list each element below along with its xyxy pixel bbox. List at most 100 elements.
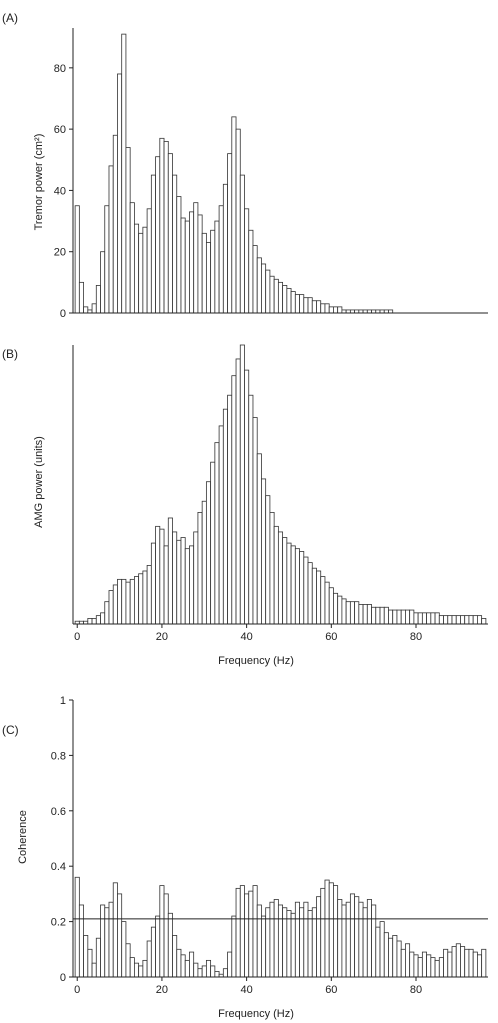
panel-b-bar [451,615,457,625]
panel-b-bar [104,601,110,625]
panel-a-bar [337,306,343,314]
panel-b-bar [252,417,258,625]
panel-b-bar [303,556,309,625]
panel-c-bar [400,948,406,978]
panel-b-x-tick-label: 80 [410,631,422,643]
panel-c-bar [112,882,118,978]
panel-b-bar [273,525,279,625]
panel-a-bar [261,263,267,314]
panel-c-x-tick-label: 20 [156,984,168,996]
panel-a-y-tick-label: 20 [54,247,66,259]
panel-b-bar [201,500,207,625]
panel-b-bar [193,531,199,625]
panel-c-bar [104,907,110,978]
panel-c-bar [176,948,182,978]
panel-a-bar [83,306,89,314]
panel-a-bar [235,128,241,314]
panel-c-bar [447,951,453,978]
panel-b-bar [413,612,419,625]
panel-c-bar [78,904,84,978]
panel-b-bar [269,512,275,625]
panel-c-bar [91,962,97,978]
panel-c-bar [316,896,322,978]
panel-c-bar [430,957,436,978]
panel-b-bar [167,517,173,625]
panel-c-bar [366,899,372,978]
panel-c-bar [481,948,487,978]
panel-c-bar [74,876,80,978]
panel-b-bar [159,528,165,625]
panel-a-bar [159,137,165,314]
panel-c-y-tick-label: 1 [60,695,66,707]
panel-c-bar [273,899,279,978]
panel-b-bar [117,578,123,625]
panel-b-bar [222,408,228,625]
panel-a-y-tick-label: 80 [54,63,66,75]
panel-a-bar [299,294,305,314]
panel-b-bar [375,606,381,625]
panel-b-bar [299,551,305,625]
panel-b-bar [133,576,140,625]
panel-a-bar [184,220,190,314]
panel-a-bar [222,183,228,314]
panel-a-bar [333,306,339,314]
panel-b-bar [307,562,313,625]
panel-a-bar [282,285,288,314]
panel-c-bar [405,943,411,978]
panel-b-bar [210,461,216,625]
panel-b-bar [405,609,411,625]
panel-a-bar [125,147,131,314]
panel-b-bar [138,573,144,625]
panel-a: (A) Tremor power (cm²) 0 20 40 60 80 [2,11,488,320]
panel-b-bar [477,615,483,625]
panel-b-bar [349,601,355,625]
panel-c-bar [227,951,233,978]
panel-c-bar [438,957,444,978]
panel-c: (C) Coherence Frequency (Hz) 00.20.40.60… [2,695,488,1020]
panel-c-bar [167,912,173,978]
panel-b-bar [481,618,487,625]
panel-c-axes [72,700,488,978]
panel-b-bar [235,358,241,625]
panel-b-bar [430,612,436,625]
panel-c-bar [277,904,284,978]
panel-b-x-tick-label: 40 [240,631,252,643]
panel-c-bar [269,901,275,978]
panel-b-bar [227,394,233,625]
panel-a-bar [273,278,279,314]
panel-b-bar [112,584,118,625]
panel-b-x-tick-label: 60 [325,631,337,643]
panel-a-bar [100,251,106,314]
panel-a-bar [265,269,271,314]
panel-b-bar [464,615,470,625]
panel-b-bar [409,609,415,625]
panel-c-bar [172,935,178,978]
panel-b-bar [142,570,148,625]
panel-c-bar [244,893,250,978]
panel-b-bar [358,604,364,625]
panel-b-bar [125,581,131,625]
panel-b-bar [447,615,453,625]
panel-c-bar [108,901,114,978]
panel-c-bar [83,935,89,978]
panel-c-bar [303,901,309,978]
panel-a-bar [244,208,250,314]
panel-a-bar [108,165,114,314]
panel-c-x-ticks: 0 20 40 60 80 [74,977,422,996]
panel-c-bar [311,907,317,978]
panel-b-bar [91,618,97,625]
panel-a-bar [112,134,118,314]
panel-c-y-axis-title: Coherence [17,810,29,864]
panel-b-bar [231,375,237,625]
panel-b-bar [421,612,427,625]
panel-a-bar [197,214,203,314]
panel-c-bar [426,954,432,978]
panel-c-bar [133,962,140,978]
panel-c-bar [358,901,364,978]
panel-a-bar [155,156,161,314]
panel-a-bar [269,275,275,314]
panel-b-bar [316,570,322,625]
panel-b-x-axis-title: Frequency (Hz) [218,655,294,667]
panel-a-bar [138,232,144,314]
